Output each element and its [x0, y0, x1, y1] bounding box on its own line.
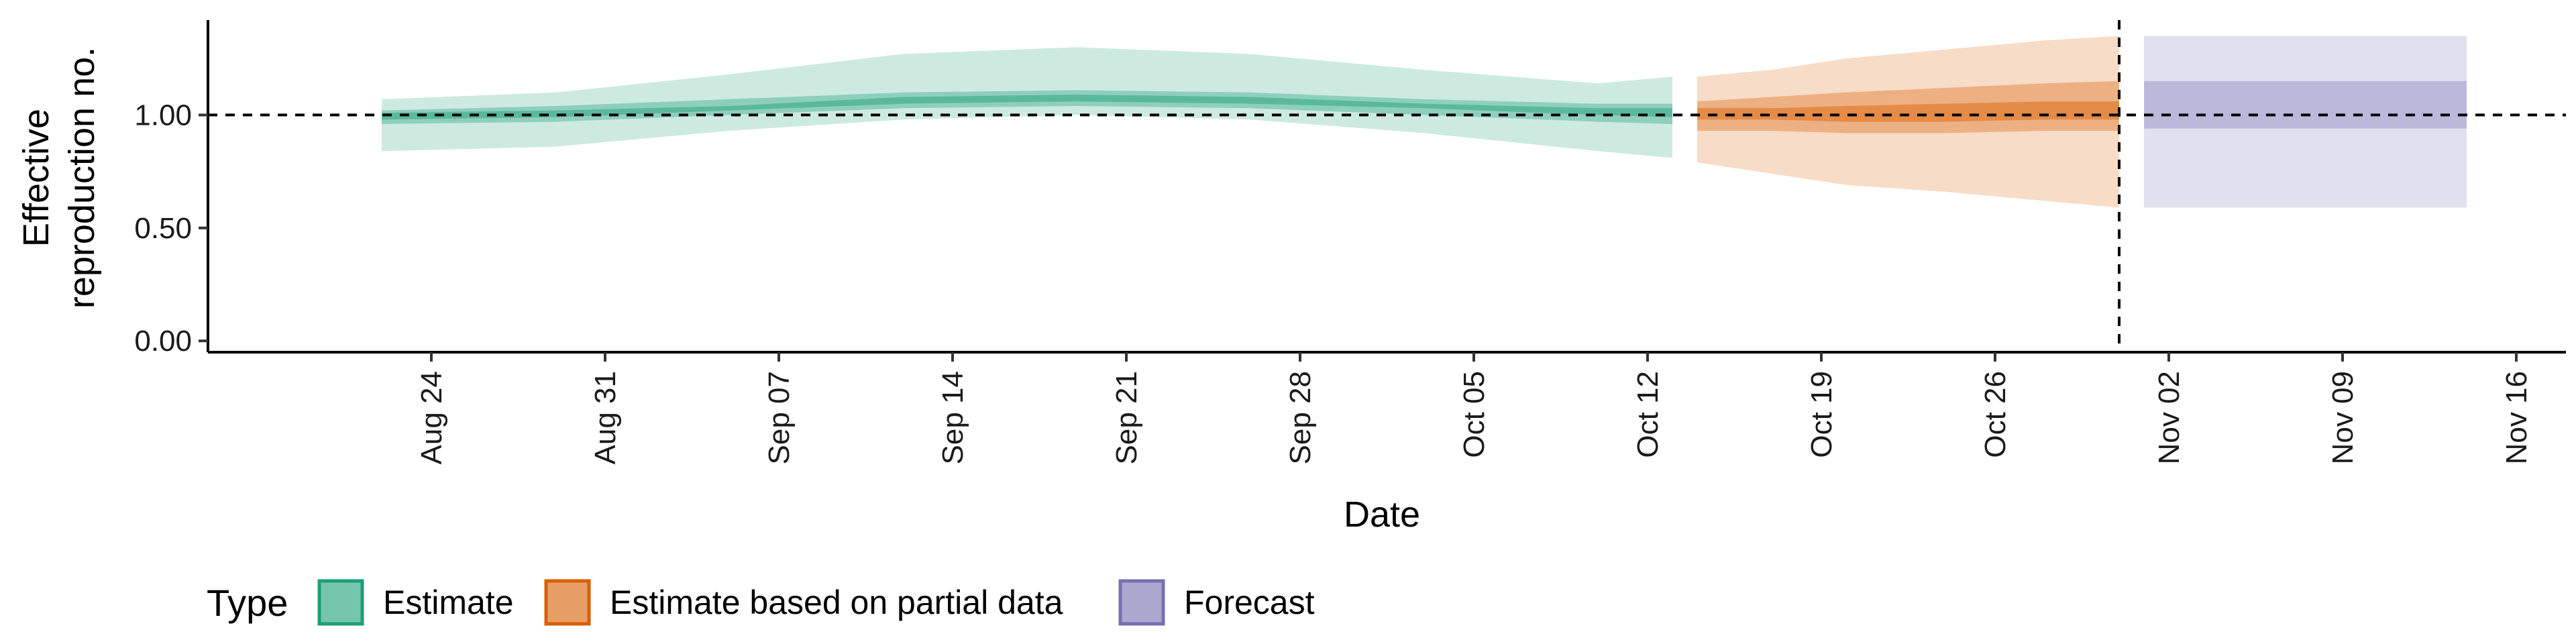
- band-estimate-20: [382, 95, 1672, 120]
- x-tick-label: Sep 21: [1110, 371, 1143, 464]
- series-estimate-based-on-partial-data: [1697, 36, 2119, 208]
- band-estimate-based-on-partial-data-20: [1697, 101, 2119, 122]
- legend-key-forecast: [1118, 579, 1165, 626]
- x-tick-label: Sep 07: [763, 371, 796, 464]
- x-tick-label: Nov 16: [2500, 371, 2533, 464]
- band-forecast-50: [2144, 80, 2467, 129]
- legend-key-estimate-based-on-partial-data: [544, 579, 591, 626]
- x-tick-label: Sep 28: [1284, 371, 1317, 464]
- bands-layer: [382, 36, 2467, 208]
- legend-key-estimate: [317, 579, 364, 626]
- legend-label-estimate: Estimate: [383, 584, 514, 621]
- x-tick-label: Nov 09: [2326, 371, 2359, 464]
- x-tick-label: Oct 05: [1458, 371, 1491, 458]
- x-ticks: Aug 24 Aug 31 Sep 07 Sep 14 Sep 21 Sep 28 Oct …: [415, 352, 2533, 464]
- x-tick-label: Nov 02: [2153, 371, 2186, 464]
- axes: [207, 20, 2566, 354]
- band-estimate-based-on-partial-data-90: [1697, 36, 2119, 208]
- y-tick-label: 0.50: [134, 212, 192, 245]
- y-axis-title-line-2: reproduction no.: [62, 47, 102, 309]
- series-forecast: [2144, 36, 2467, 208]
- x-tick-label: Aug 24: [415, 371, 448, 464]
- y-tick-label: 0.00: [134, 325, 192, 358]
- x-tick-label: Oct 12: [1631, 371, 1664, 458]
- x-tick-label: Sep 14: [936, 371, 969, 464]
- legend-label-forecast: Forecast: [1184, 584, 1315, 621]
- series-estimate: [382, 47, 1672, 158]
- x-axis-title: Date: [1344, 494, 1420, 535]
- band-estimate-based-on-partial-data-50: [1697, 80, 2119, 133]
- y-axis-title: Effective reproduction no.: [16, 47, 102, 309]
- legend-title: Type: [207, 582, 288, 624]
- y-axis-title-line-1: Effective: [16, 109, 56, 247]
- band-forecast-90: [2144, 36, 2467, 208]
- reference-lines: [208, 20, 2566, 352]
- band-estimate-90: [382, 47, 1672, 158]
- x-tick-label: Oct 19: [1805, 371, 1838, 458]
- y-tick-label: 1.00: [134, 99, 192, 131]
- y-ticks: 0.00 0.50 1.00: [134, 99, 208, 358]
- legend: Type Estimate Estimate based on partial d…: [207, 579, 1315, 626]
- x-tick-label: Aug 31: [589, 371, 622, 464]
- x-tick-label: Oct 26: [1979, 371, 2012, 458]
- legend-label-estimate-based-on-partial-data: Estimate based on partial data: [610, 584, 1063, 621]
